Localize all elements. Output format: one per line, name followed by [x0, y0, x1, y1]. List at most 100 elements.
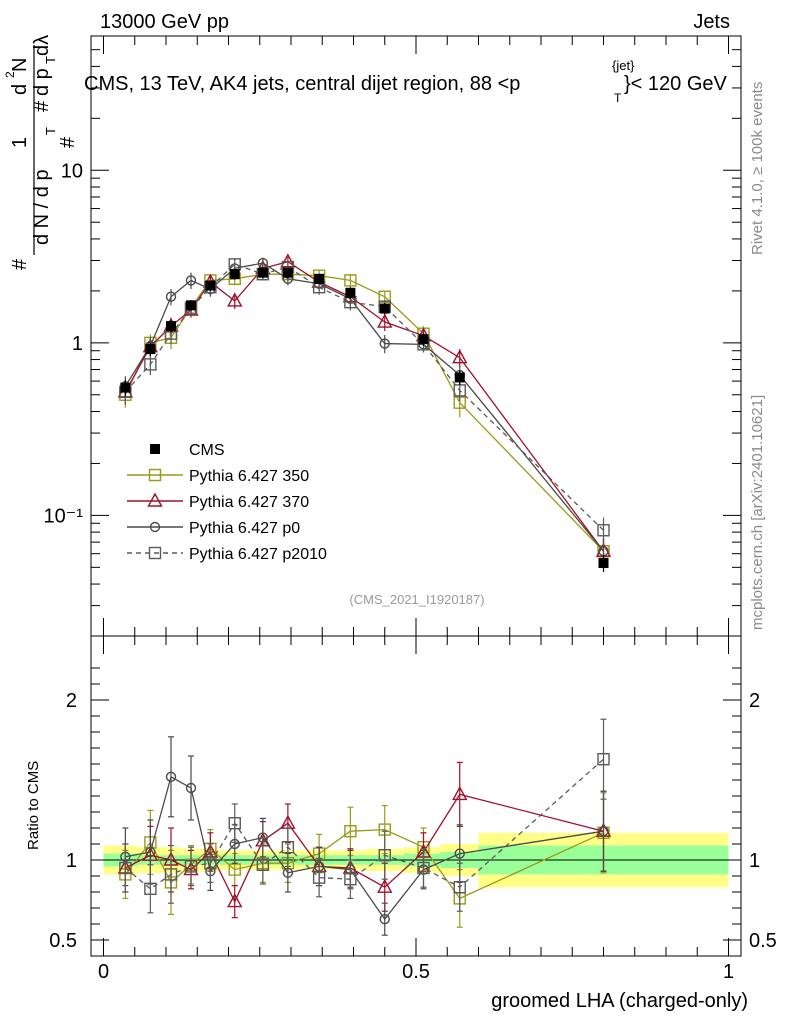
ratio-y-tick-label: 1	[66, 850, 77, 872]
x-tick-label: 0	[98, 961, 109, 983]
ratio-series-line	[125, 775, 604, 921]
ratio-data-point	[452, 785, 468, 801]
ratio-data-point	[165, 771, 177, 782]
main-data-point	[205, 280, 216, 291]
main-data-point	[145, 344, 156, 355]
main-data-point	[379, 303, 390, 314]
svg-text:T: T	[43, 127, 58, 135]
ratio-data-point	[453, 881, 466, 894]
main-data-point	[229, 269, 240, 280]
series	[117, 253, 612, 936]
svg-text:T: T	[43, 56, 58, 64]
ratio-y-tick-label-right: 0.5	[749, 930, 777, 952]
ratio-panel-frame	[90, 635, 742, 957]
legend-marker	[147, 492, 163, 507]
main-y-tick-label: 1	[72, 333, 83, 355]
ratio-data-point	[281, 841, 295, 854]
main-data-point	[454, 372, 465, 383]
legend: CMS Pythia 6.427 350 Pythia 6.427 370 Pythi…	[127, 442, 327, 563]
plot-title-subscript: T	[614, 91, 622, 105]
main-data-point	[345, 287, 356, 298]
legend-label: Pythia 6.427 p0	[189, 520, 300, 537]
svg-text:#: #	[57, 136, 79, 148]
ratio-data-point	[378, 849, 391, 862]
ratio-data-point	[379, 914, 390, 925]
ratio-data-point	[145, 846, 156, 858]
plot-title-main: CMS, 13 TeV, AK4 jets, central dijet reg…	[84, 73, 520, 95]
main-y-axis-label: # 1 d N / d p T # # d 2 N d p T dλ	[3, 35, 79, 270]
ratio-y-tick-label-right: 2	[749, 690, 760, 712]
ratio-y-tick-label: 2	[66, 690, 77, 712]
svg-text:2: 2	[3, 71, 17, 78]
ratio-data-point	[185, 782, 197, 794]
legend-entry: CMS	[150, 442, 225, 459]
mcplots-label: mcplots.cern.ch [arXiv:2401.10621]	[749, 395, 766, 630]
legend-entry: Pythia 6.427 p0	[127, 520, 300, 537]
main-data-point	[377, 313, 393, 328]
main-data-point	[452, 349, 468, 364]
plot-title: CMS, 13 TeV, AK4 jets, central dijet reg…	[84, 58, 728, 105]
ratio-data-point	[228, 817, 241, 830]
main-data-point	[185, 275, 197, 286]
ratio-data-point	[204, 857, 217, 870]
legend-marker	[150, 444, 160, 454]
ratio-y-axis-label: Ratio to CMS	[25, 761, 42, 850]
legend-entry: Pythia 6.427 370	[127, 492, 309, 511]
jets-label: Jets	[693, 11, 730, 33]
main-data-point	[120, 382, 131, 393]
ratio-data-point	[344, 825, 357, 838]
energy-label: 13000 GeV pp	[100, 11, 229, 33]
x-axis-label: groomed LHA (charged-only)	[491, 990, 748, 1012]
main-data-point	[418, 334, 429, 345]
svg-text:d: d	[9, 84, 31, 95]
ratio-series-line	[125, 793, 604, 904]
main-y-tick-label: 10	[61, 160, 83, 182]
svg-text:#: #	[31, 100, 53, 112]
ratio-y-tick-label: 0.5	[49, 930, 77, 952]
main-data-point	[165, 291, 177, 302]
rivet-version-label: Rivet 4.1.0, ≥ 100k events	[749, 82, 766, 255]
plot-title-superscript: {jet}	[612, 58, 635, 73]
ratio-data-point	[184, 860, 198, 873]
svg-text:d N / d p: d N / d p	[31, 169, 53, 245]
ratio-series-line	[124, 758, 604, 890]
ratio-data-point	[282, 867, 294, 878]
main-data-point	[314, 273, 325, 284]
ratio-data-point	[119, 861, 132, 875]
main-data-point	[144, 358, 157, 371]
plot-title-end: }< 120 GeV	[624, 73, 728, 95]
main-y-tick-label: 10⁻¹	[44, 505, 84, 527]
main-data-point	[597, 524, 610, 537]
ratio-data-point	[227, 893, 243, 908]
legend-entry: Pythia 6.427 350	[127, 468, 309, 485]
ratio-data-point	[256, 858, 270, 871]
ratio-data-point	[257, 832, 269, 843]
legend-marker	[148, 546, 162, 560]
legend-label: Pythia 6.427 370	[189, 494, 309, 511]
main-data-point	[257, 267, 268, 278]
ratio-data-point	[454, 848, 465, 859]
legend-label: CMS	[189, 442, 225, 459]
ratio-data-point	[312, 871, 326, 884]
main-data-point	[344, 274, 357, 287]
ratio-data-point	[417, 861, 430, 875]
analysis-reference: (CMS_2021_I1920187)	[349, 592, 484, 607]
legend-label: Pythia 6.427 p2010	[189, 546, 327, 563]
ratio-data-point	[597, 753, 610, 766]
svg-text:d p: d p	[31, 68, 53, 96]
axes: 10⁻¹ 1 10 0 0.5 1 0.5 0.5 1 1 2 2	[44, 35, 777, 983]
main-series-cms	[120, 267, 609, 572]
main-data-point	[186, 300, 196, 311]
svg-text:N: N	[9, 58, 31, 72]
main-data-point	[282, 267, 293, 278]
ratio-y-tick-label-right: 1	[749, 850, 760, 872]
ratio-data-point	[228, 863, 241, 876]
x-tick-label: 1	[723, 961, 734, 983]
main-series-line	[124, 263, 604, 531]
main-data-point	[598, 557, 609, 568]
ratio-data-point	[598, 826, 609, 837]
x-tick-label: 0.5	[402, 961, 430, 983]
ratio-data-point	[377, 878, 393, 893]
legend-entry: Pythia 6.427 p2010	[127, 546, 327, 563]
